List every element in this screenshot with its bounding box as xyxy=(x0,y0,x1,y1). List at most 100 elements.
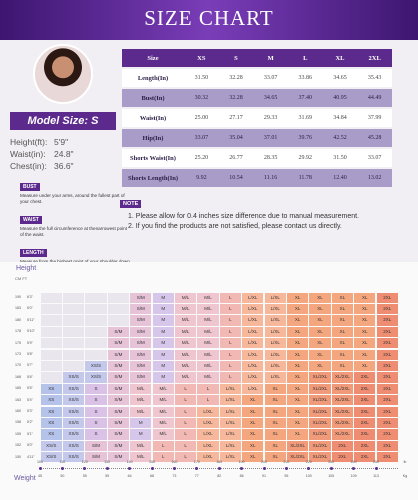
weight-kg-label: 100 xyxy=(305,474,312,478)
size-grid-cell: L xyxy=(197,383,219,395)
weight-axis-label: Weight xyxy=(14,475,36,482)
size-grid-cell: XS/S xyxy=(62,429,85,440)
size-grid-cell: 2XL xyxy=(354,429,376,440)
measure-value: 31.50 xyxy=(322,149,358,167)
size-grid-cell: L/XL xyxy=(264,349,286,360)
size-grid-cell: M/L xyxy=(174,315,197,326)
size-header-cell: 2XL xyxy=(357,49,392,67)
height-ft-label: 4'11" xyxy=(27,454,35,459)
weight-lb-label: 250 xyxy=(373,460,379,464)
measure-value: 42.52 xyxy=(322,129,358,147)
measure-value: 12.40 xyxy=(322,169,358,187)
height-cm-label: 150 xyxy=(15,454,21,459)
size-grid-cell: S xyxy=(85,429,107,440)
size-grid-cell: XL xyxy=(264,429,286,440)
measure-value: 10.54 xyxy=(218,169,254,187)
height-cm-label: 165 xyxy=(15,386,21,391)
size-grid-cell: 2XL xyxy=(354,395,376,406)
measurement-legend: BUST Measure under your arms, around the … xyxy=(20,175,130,274)
weight-kg-label: 55 xyxy=(82,474,87,478)
size-grid-cell: L xyxy=(219,303,242,315)
size-grid-cell: XS xyxy=(40,406,62,417)
size-grid-cell: M/L xyxy=(152,406,174,417)
size-grid-cell: XS/S xyxy=(85,372,107,383)
size-grid-cell: XL/2XL xyxy=(331,429,354,440)
size-grid-cell: S/M xyxy=(107,349,130,360)
size-grid-cell: M/L xyxy=(130,452,152,463)
size-grid-cell: L xyxy=(219,338,242,349)
size-grid-cell: M xyxy=(152,338,174,349)
size-grid-cell: L/XL xyxy=(219,383,242,395)
measure-value: 37.40 xyxy=(287,89,323,107)
size-grid-cell: XS/S xyxy=(62,440,85,452)
page-title: SIZE CHART xyxy=(144,6,274,30)
size-grid-cell: L/XL xyxy=(264,326,286,338)
size-grid-cell: XL xyxy=(286,326,309,338)
size-grid-cell xyxy=(85,303,107,315)
size-grid-cell: M xyxy=(152,315,174,326)
height-ft-label: 5'8" xyxy=(27,352,33,356)
size-grid-cell: M/L xyxy=(152,417,174,429)
size-grid-cell: XL xyxy=(264,452,286,463)
height-cm-label: 190 xyxy=(15,295,21,299)
size-grid-cell: L/XL xyxy=(264,303,286,315)
size-grid-cell: M xyxy=(152,372,174,383)
size-grid-cell: L xyxy=(219,326,242,338)
height-ft-label: 6'3" xyxy=(27,295,33,299)
size-grid-cell: M/L xyxy=(197,326,219,338)
size-grid-cell: 2XL xyxy=(376,395,398,406)
measure-label: Shorts Length(In) xyxy=(122,169,184,187)
size-grid-cell: S/M xyxy=(85,440,107,452)
weight-tick-dot xyxy=(284,466,288,470)
measure-label: Waist(In) xyxy=(122,109,184,127)
weight-tick-dot xyxy=(38,466,42,470)
size-table: Size XS S M L XL 2XL Length(In) 31.50 32.28 33.07 3… xyxy=(122,47,392,189)
size-grid-cell: L/XL xyxy=(219,440,242,452)
size-grid-cell: XL/2XL xyxy=(309,406,331,417)
size-grid-cell: S/M xyxy=(130,349,152,360)
size-grid: Height CM FT Weight 190 6'3" 183 6'0" 180 5'1… xyxy=(0,262,418,500)
size-grid-cell: M xyxy=(152,326,174,338)
model-stat-waist: Waist(in): 24.8" xyxy=(10,149,74,159)
height-cm-label: 163 xyxy=(15,397,21,402)
model-stat-height: Height(ft): 5'9" xyxy=(10,137,69,147)
weight-kg-label: 105 xyxy=(328,474,335,478)
measure-value: 34.65 xyxy=(322,69,358,87)
size-grid-cell: XL/2XL xyxy=(309,372,331,383)
weight-tick-dot xyxy=(60,466,64,470)
weight-tick-dot xyxy=(150,466,154,470)
size-grid-cell: XL xyxy=(309,349,331,360)
measure-value: 32.28 xyxy=(218,89,254,107)
size-grid-cell: XL xyxy=(264,395,286,406)
size-grid-cell: S/M xyxy=(85,452,107,463)
size-grid-cell: XL xyxy=(242,417,264,429)
height-cm-label: 155 xyxy=(15,431,21,436)
size-grid-cell: XL/2XL xyxy=(331,395,354,406)
size-grid-cell: XL xyxy=(286,360,309,372)
size-grid-cell: L xyxy=(219,360,242,372)
measure-label: Length(In) xyxy=(122,69,184,87)
size-grid-cell: M xyxy=(152,360,174,372)
note-tag: NOTE xyxy=(120,200,142,208)
weight-lb-label: 100 xyxy=(37,460,43,464)
size-grid-cell: 2XL xyxy=(354,417,376,429)
weight-lb-label: 170 xyxy=(193,460,200,464)
size-grid-cell: 2XL xyxy=(376,440,398,452)
height-axis-label: Height xyxy=(16,265,37,272)
size-grid-cell: XL xyxy=(331,349,354,360)
size-grid-cell: S/M xyxy=(107,338,130,349)
size-grid-cell: XL xyxy=(242,452,264,463)
measure-value: 35.43 xyxy=(357,69,392,87)
measure-value: 33.07 xyxy=(253,69,288,87)
size-grid-cell: XL/2XL xyxy=(309,395,331,406)
size-grid-cell: S/M xyxy=(107,395,130,406)
measure-value: 31.69 xyxy=(287,109,323,127)
size-grid-cell: L/XL xyxy=(197,406,219,417)
size-grid-cell: M/L xyxy=(130,440,152,452)
model-stat-chest: Chest(in): 36.6" xyxy=(10,161,74,171)
size-grid-cell: M/L xyxy=(174,292,197,303)
size-grid-cell: XL xyxy=(354,360,376,372)
size-grid-cell: L/XL xyxy=(242,303,264,315)
height-cm-label: 173 xyxy=(15,352,21,356)
height-cm-label: 178 xyxy=(15,329,21,334)
